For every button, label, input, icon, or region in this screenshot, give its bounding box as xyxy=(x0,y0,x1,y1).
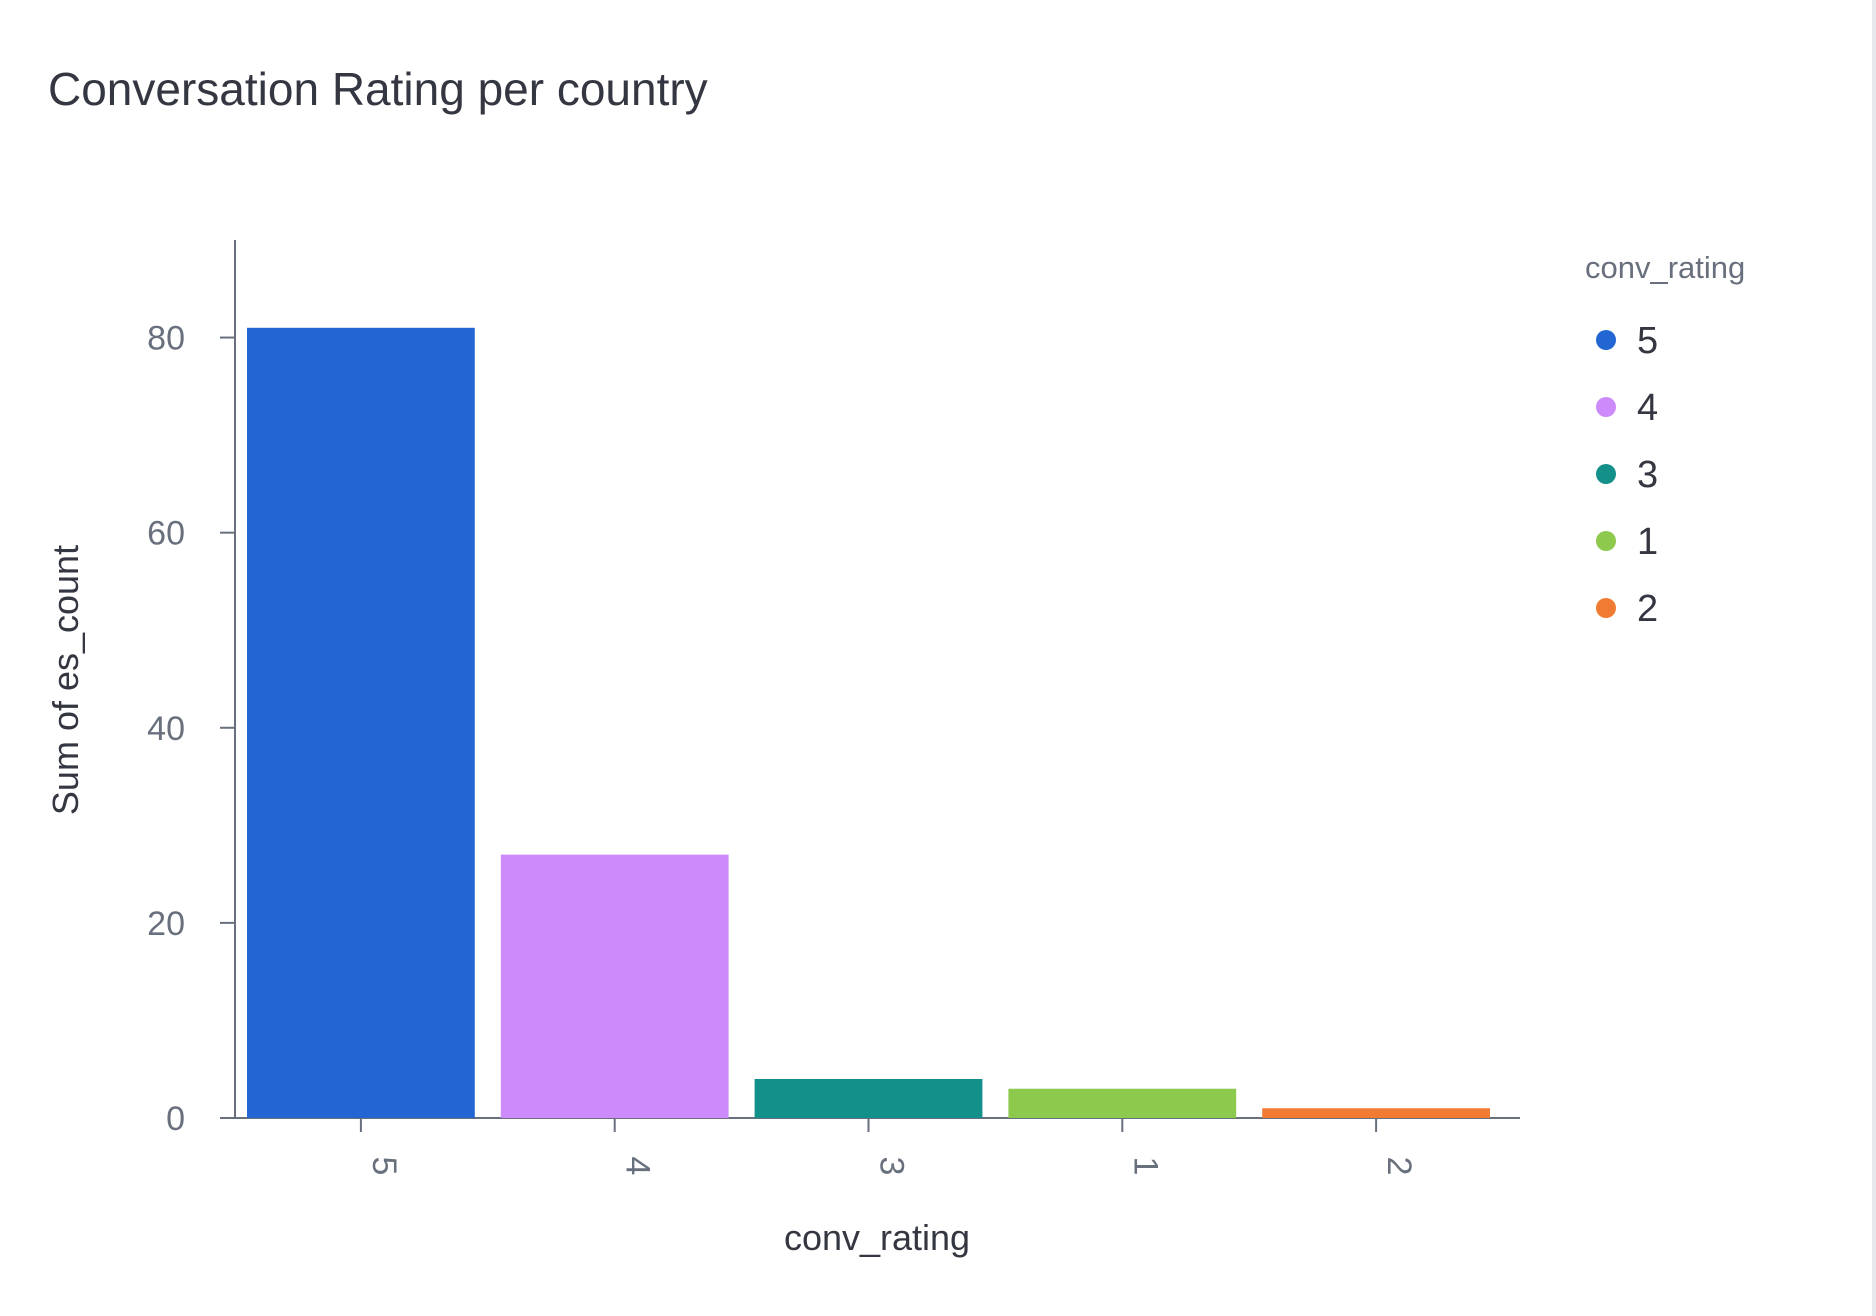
y-tick-label: 0 xyxy=(166,1100,185,1138)
y-tick-label: 20 xyxy=(147,905,185,943)
y-tick-label: 60 xyxy=(147,515,185,553)
legend-swatch xyxy=(1596,397,1616,417)
x-tick-label: 1 xyxy=(1126,1157,1164,1176)
x-tick-label: 5 xyxy=(365,1157,403,1176)
legend-entries: 5 4 3 1 2 xyxy=(1596,320,1658,630)
legend-item-4[interactable]: 4 xyxy=(1596,387,1658,429)
chart-title: Conversation Rating per country xyxy=(48,63,708,115)
panel-edge xyxy=(1872,0,1876,1316)
y-axis-title: Sum of es_count xyxy=(45,545,86,815)
bars xyxy=(247,327,1490,1118)
legend-label: 2 xyxy=(1637,588,1658,630)
legend-label: 5 xyxy=(1637,320,1658,362)
legend: conv_rating 5 4 3 1 2 xyxy=(1585,250,1745,630)
bar-1[interactable] xyxy=(1008,1088,1237,1118)
legend-item-2[interactable]: 2 xyxy=(1596,588,1658,630)
bar-3[interactable] xyxy=(754,1078,983,1118)
legend-label: 1 xyxy=(1637,521,1658,563)
y-tick-label: 80 xyxy=(147,320,185,358)
y-tick-label: 40 xyxy=(147,710,185,748)
legend-label: 3 xyxy=(1637,454,1658,496)
legend-title: conv_rating xyxy=(1585,250,1745,285)
legend-item-3[interactable]: 3 xyxy=(1596,454,1658,496)
x-axis: 5 4 3 1 2 xyxy=(220,1117,1520,1176)
legend-item-5[interactable]: 5 xyxy=(1596,320,1658,362)
y-axis: 0 20 40 60 80 xyxy=(147,240,236,1138)
x-tick-label: 2 xyxy=(1380,1157,1418,1176)
x-axis-title: conv_rating xyxy=(784,1217,970,1258)
bar-2[interactable] xyxy=(1262,1108,1490,1118)
x-tick-label: 3 xyxy=(873,1157,911,1176)
legend-label: 4 xyxy=(1637,387,1658,429)
legend-item-1[interactable]: 1 xyxy=(1596,521,1658,563)
bar-5[interactable] xyxy=(247,327,475,1118)
legend-swatch xyxy=(1596,598,1616,618)
bar-4[interactable] xyxy=(500,854,729,1118)
x-tick-label: 4 xyxy=(619,1157,657,1176)
legend-swatch xyxy=(1596,330,1616,350)
legend-swatch xyxy=(1596,531,1616,551)
legend-swatch xyxy=(1596,464,1616,484)
